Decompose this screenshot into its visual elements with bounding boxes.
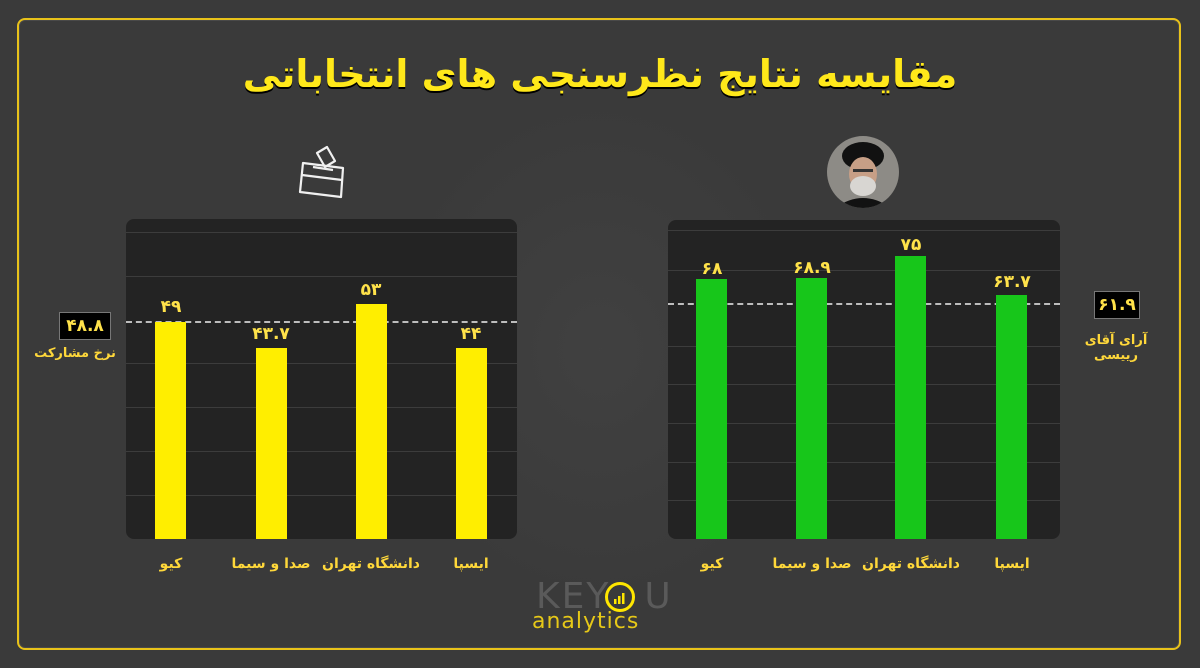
reference-line-raisi: [668, 303, 1060, 305]
gridline: [126, 232, 517, 233]
bar-seda-o-sima: [256, 348, 287, 539]
turnout-reference-value: ۴۸.۸: [59, 312, 111, 340]
gridline: [126, 363, 517, 364]
gridline: [668, 270, 1060, 271]
gridline: [126, 276, 517, 277]
gridline: [126, 451, 517, 452]
bar-tehran-university: [356, 304, 387, 539]
category-label: کیو: [700, 556, 724, 572]
turnout-reference-label: نرخ مشارکت: [34, 346, 116, 361]
candidate-portrait: [827, 136, 899, 208]
value-label: ۴۴: [460, 324, 482, 344]
brand-logo-subtitle: analytics: [532, 609, 640, 634]
gridline: [668, 230, 1060, 231]
raisi-reference-label: آرای آقای رییسی: [1084, 333, 1148, 363]
category-label: دانشگاه تهران: [862, 556, 960, 572]
bar-seda-o-sima: [796, 278, 827, 539]
page-title: مقایسه نتایج نظرسنجی های انتخاباتی: [242, 52, 958, 96]
bar-kiu: [696, 279, 727, 539]
category-label: ایسپا: [994, 556, 1030, 572]
bar-tehran-university: [895, 256, 926, 539]
bar-ispa: [996, 295, 1027, 539]
category-label: ایسپا: [453, 556, 489, 572]
bar-ispa: [456, 348, 487, 539]
category-label: دانشگاه تهران: [322, 556, 420, 572]
raisi-votes-chart-panel: [668, 220, 1060, 539]
value-label: ۶۸: [701, 259, 723, 279]
turnout-chart-panel: [126, 219, 517, 539]
category-label: کیو: [159, 556, 183, 572]
gridline: [668, 384, 1060, 385]
gridline: [668, 500, 1060, 501]
brand-logo-chart-icon: [605, 582, 635, 612]
outer-frame: [17, 18, 1181, 650]
gridline: [668, 462, 1060, 463]
raisi-reference-value: ۶۱.۹: [1094, 291, 1140, 319]
value-label: ۵۳: [360, 280, 382, 300]
value-label: ۷۵: [900, 235, 922, 255]
value-label: ۶۳.۷: [993, 272, 1031, 292]
value-label: ۴۹: [160, 297, 182, 317]
brand-logo-key: KEY U: [536, 576, 673, 617]
bar-kiu: [155, 322, 186, 539]
gridline: [668, 423, 1060, 424]
value-label: ۴۳.۷: [252, 324, 290, 344]
category-label: صدا و سیما: [231, 556, 311, 572]
gridline: [126, 495, 517, 496]
value-label: ۶۸.۹: [793, 258, 831, 278]
ballot-box-icon: [298, 145, 345, 199]
category-label: صدا و سیما: [772, 556, 852, 572]
gridline: [126, 407, 517, 408]
reference-line-turnout: [126, 321, 517, 323]
gridline: [668, 346, 1060, 347]
